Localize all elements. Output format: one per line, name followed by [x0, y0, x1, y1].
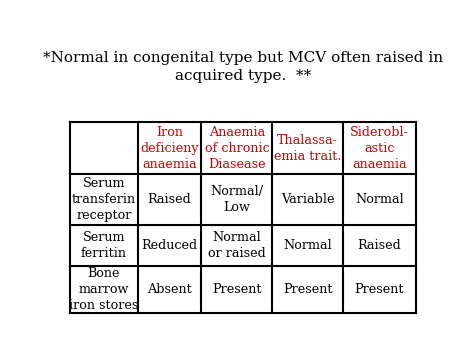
Text: *Normal in congenital type but MCV often raised in
acquired type.  **: *Normal in congenital type but MCV often… [43, 51, 443, 83]
Text: Normal/
Low: Normal/ Low [210, 185, 264, 214]
Text: Normal: Normal [283, 239, 332, 252]
Text: Serum
transferin
receptor: Serum transferin receptor [72, 178, 136, 222]
Text: Variable: Variable [281, 193, 335, 206]
Text: Serum
ferritin: Serum ferritin [81, 231, 127, 260]
Text: Present: Present [355, 283, 404, 296]
Text: Bone
marrow
iron stores: Bone marrow iron stores [69, 267, 138, 312]
Text: Siderobl-
astic
anaemia: Siderobl- astic anaemia [350, 126, 409, 171]
Text: Normal
or raised: Normal or raised [208, 231, 266, 260]
Text: Reduced: Reduced [141, 239, 198, 252]
Text: Present: Present [212, 283, 262, 296]
Text: Thalassa-
emia trait.: Thalassa- emia trait. [274, 134, 341, 163]
Text: Present: Present [283, 283, 332, 296]
Text: Anaemia
of chronic
Diasease: Anaemia of chronic Diasease [204, 126, 269, 171]
Text: Normal: Normal [355, 193, 404, 206]
Text: Raised: Raised [357, 239, 401, 252]
Text: Raised: Raised [148, 193, 191, 206]
Text: Iron
deficieny
anaemia: Iron deficieny anaemia [140, 126, 199, 171]
Text: Absent: Absent [147, 283, 192, 296]
